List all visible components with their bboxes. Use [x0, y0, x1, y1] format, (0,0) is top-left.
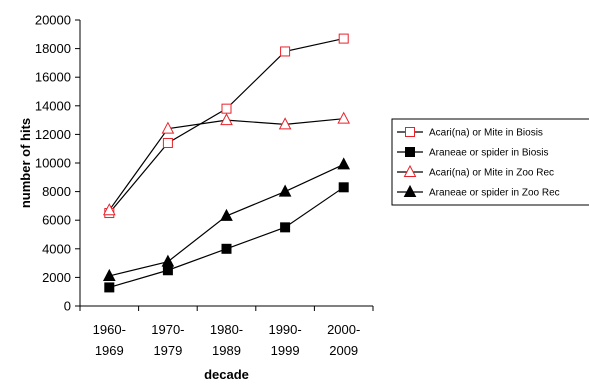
- x-tick-label: 1960-: [93, 322, 126, 337]
- legend-item-1-marker: [405, 127, 415, 137]
- series-2-point: [162, 265, 173, 276]
- legend-item-4-marker: [403, 184, 417, 197]
- legend-item-4-label: Araneae or spider in Zoo Rec: [429, 188, 560, 199]
- legend-item-1-label: Acari(na) or Mite in Biosis: [429, 128, 543, 139]
- series-3-line: [108, 118, 344, 211]
- legend-box: [391, 118, 589, 206]
- x-tick-label: 2000-: [327, 322, 360, 337]
- y-tick-label: 10000: [35, 156, 71, 171]
- series-2-line: [109, 186, 345, 288]
- series-1-line: [108, 38, 344, 214]
- x-tick-label: 1989: [212, 343, 241, 358]
- y-tick-label: 16000: [35, 70, 71, 85]
- series-4-point: [278, 184, 292, 197]
- legend-item-3-marker: [403, 164, 417, 177]
- x-tick-label: 1979: [153, 343, 182, 358]
- series-4-point: [337, 157, 351, 170]
- series-2-point: [280, 222, 291, 233]
- series-2-point: [104, 282, 115, 293]
- series-3-point: [102, 203, 116, 216]
- legend-item-2-label: Araneae or spider in Biosis: [429, 148, 549, 159]
- series-3-point: [161, 121, 175, 134]
- series-3-point: [278, 117, 292, 130]
- x-tick-label: 1990-: [268, 322, 301, 337]
- series-3-point: [337, 111, 351, 124]
- x-axis-title: decade: [204, 367, 249, 382]
- series-1-point: [221, 103, 232, 114]
- y-tick-label: 14000: [35, 98, 71, 113]
- legend-item-3-label: Acari(na) or Mite in Zoo Rec: [429, 168, 554, 179]
- y-axis-title: number of hits: [18, 118, 33, 208]
- y-tick-label: 0: [64, 299, 71, 314]
- series-4-point: [161, 254, 175, 267]
- legend-item-2-marker: [405, 147, 415, 157]
- x-tick-label: 1970-: [151, 322, 184, 337]
- series-3-point: [220, 113, 233, 126]
- y-tick-label: 18000: [35, 41, 71, 56]
- series-4-point: [102, 268, 116, 281]
- y-tick-label: 12000: [35, 127, 71, 142]
- x-tick-label: 1969: [95, 343, 124, 358]
- x-tick-label: 1999: [271, 343, 300, 358]
- x-tick-label: 1980-: [210, 322, 243, 337]
- series-4-point: [220, 208, 233, 221]
- series-1-point: [162, 137, 173, 148]
- y-tick-label: 20000: [35, 13, 71, 28]
- series-1-point: [280, 46, 291, 57]
- y-tick-label: 8000: [42, 184, 71, 199]
- legend: Acari(na) or Mite in Biosis Araneae or sp…: [391, 118, 589, 206]
- y-tick-label: 6000: [42, 213, 71, 228]
- series-2-point: [221, 243, 232, 254]
- plot-area: 0 2000 4000 6000 8000 10000 12000 14000 16000 180…: [35, 13, 374, 358]
- y-tick-label: 2000: [42, 270, 71, 285]
- x-tick-label: 2009: [329, 343, 358, 358]
- y-tick-label: 4000: [42, 241, 71, 256]
- series-1-point: [338, 33, 349, 44]
- series-2-point: [338, 182, 349, 193]
